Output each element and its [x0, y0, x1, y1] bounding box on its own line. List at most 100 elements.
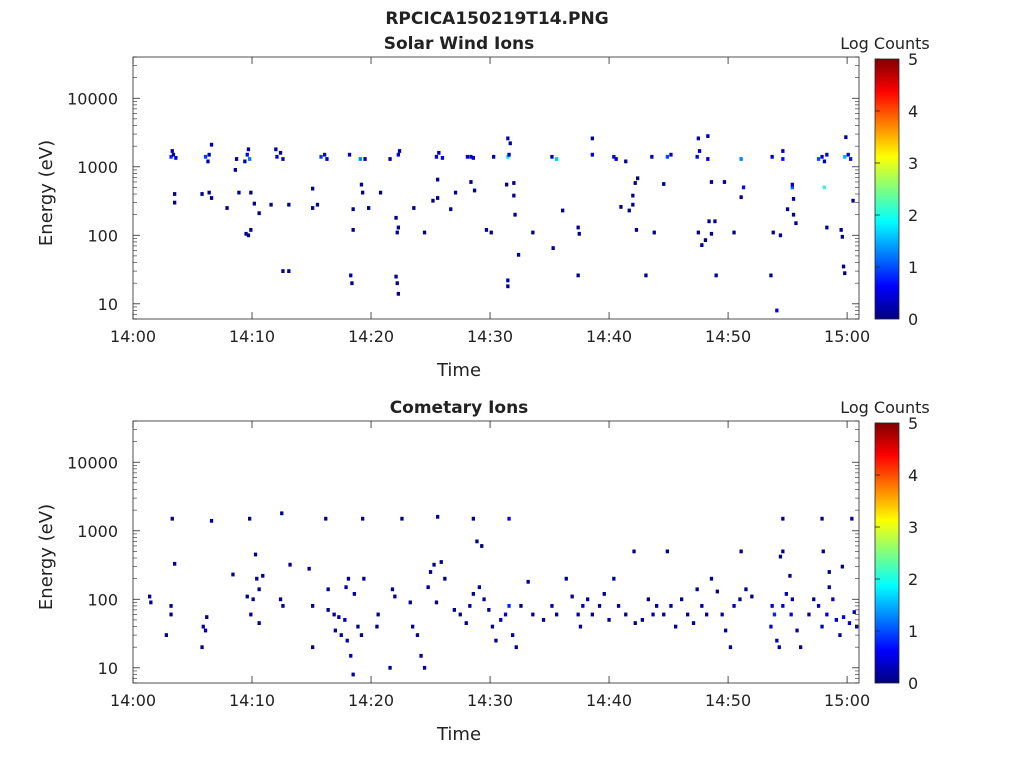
heatmap-cell — [346, 576, 351, 581]
heatmap-cell — [709, 576, 714, 581]
heatmap-cell — [468, 604, 472, 608]
heatmap-cell — [225, 206, 229, 210]
heatmap-cell — [775, 308, 779, 313]
x-tick-label: 15:00 — [824, 691, 870, 710]
heatmap-cell — [516, 252, 521, 257]
heatmap-cell — [234, 157, 239, 161]
heatmap-cell — [255, 576, 259, 581]
heatmap-cell — [816, 157, 821, 161]
heatmap-cell — [412, 206, 416, 210]
heatmap-cell — [827, 570, 831, 574]
heatmap-cell — [395, 230, 399, 235]
heatmap-cell — [607, 618, 611, 622]
heatmap-cell — [781, 157, 785, 161]
heatmap-cell — [744, 587, 748, 592]
heatmap-cell — [590, 152, 594, 157]
heatmap-cell — [394, 274, 398, 279]
heatmap-cell — [453, 190, 458, 195]
heatmap-cell — [741, 185, 746, 190]
heatmap-cell — [326, 608, 330, 612]
x-tick-label: 14:00 — [110, 691, 156, 710]
heatmap-cell — [531, 230, 535, 235]
heatmap-cell — [319, 154, 323, 159]
heatmap-cell — [669, 152, 673, 157]
panel-title: Solar Wind Ions — [384, 34, 535, 54]
heatmap-cell — [850, 516, 854, 521]
y-tick-label: 1000 — [77, 522, 118, 541]
heatmap-cell — [789, 612, 793, 617]
heatmap-cell — [790, 182, 794, 187]
heatmap-cell — [278, 597, 283, 602]
x-tick-label: 14:30 — [467, 691, 513, 710]
heatmap-cell — [825, 152, 829, 157]
heatmap-cell — [784, 592, 788, 596]
heatmap-cell — [627, 208, 631, 213]
heatmap-cell — [507, 516, 511, 521]
heatmap-cell — [570, 594, 574, 599]
heatmap-cell — [624, 612, 628, 617]
heatmap-cell — [494, 638, 498, 643]
heatmap-cell — [706, 157, 710, 161]
heatmap-cell — [428, 570, 433, 574]
heatmap-cell — [843, 271, 847, 276]
heatmap-cell — [770, 604, 774, 608]
heatmap-cell — [506, 284, 510, 289]
heatmap-cell — [440, 156, 445, 160]
x-tick-label: 14:20 — [348, 327, 394, 346]
figure-title: RPCICA150219T14.PNG — [385, 9, 608, 29]
heatmap-cell — [652, 230, 656, 235]
heatmap-cell — [703, 238, 708, 242]
heatmap-cell — [169, 612, 173, 617]
heatmap-cell — [541, 618, 546, 622]
x-axis-label: Time — [436, 360, 481, 381]
colorbar-label: Log Counts — [840, 398, 930, 417]
heatmap-cell — [822, 185, 827, 190]
x-tick-label: 14:10 — [229, 691, 275, 710]
heatmap-cell — [777, 645, 781, 650]
heatmap-cell — [644, 273, 648, 278]
heatmap-cell — [471, 592, 475, 596]
y-tick-label: 100 — [87, 226, 118, 245]
heatmap-cell — [396, 225, 400, 230]
heatmap-cell — [597, 604, 602, 608]
heatmap-cell — [207, 152, 211, 157]
y-tick-label: 10 — [98, 295, 118, 314]
heatmap-cell — [281, 157, 285, 161]
heatmap-cell — [586, 597, 590, 602]
cometary-ions-panel: 14:00 14:10 14:20 14:30 14:40 14:50 15:0010100… — [36, 398, 930, 745]
heatmap-cell — [480, 544, 484, 548]
heatmap-cell — [512, 181, 516, 185]
heatmap-cell — [388, 157, 392, 161]
plot-area — [133, 421, 859, 683]
heatmap-cell — [415, 633, 420, 637]
x-tick-label: 14:50 — [705, 327, 751, 346]
heatmap-cell — [577, 231, 581, 236]
heatmap-cell — [578, 624, 583, 629]
heatmap-cell — [311, 604, 315, 608]
heatmap-cell — [363, 157, 367, 161]
heatmap-cell — [844, 135, 848, 140]
heatmap-cell — [526, 579, 530, 584]
y-axis-label: Energy (eV) — [36, 140, 57, 246]
heatmap-cell — [512, 193, 516, 198]
x-tick-label: 14:10 — [229, 327, 275, 346]
heatmap-cell — [834, 618, 838, 622]
heatmap-cell — [722, 180, 727, 184]
heatmap-cell — [287, 269, 291, 273]
heatmap-cell — [812, 597, 816, 602]
heatmap-cell — [245, 152, 249, 157]
heatmap-cell — [436, 177, 440, 182]
heatmap-cell — [248, 516, 252, 521]
heatmap-cell — [739, 195, 743, 200]
heatmap-cell — [378, 190, 383, 195]
heatmap-cell — [781, 604, 785, 608]
heatmap-cell — [489, 230, 493, 235]
heatmap-cell — [576, 225, 580, 230]
heatmap-cell — [771, 230, 775, 235]
heatmap-cell — [422, 665, 427, 670]
heatmap-cell — [851, 198, 855, 203]
heatmap-cell — [351, 228, 355, 232]
heatmap-cell — [770, 154, 774, 159]
heatmap-cell — [715, 589, 719, 594]
heatmap-cell — [839, 228, 843, 232]
